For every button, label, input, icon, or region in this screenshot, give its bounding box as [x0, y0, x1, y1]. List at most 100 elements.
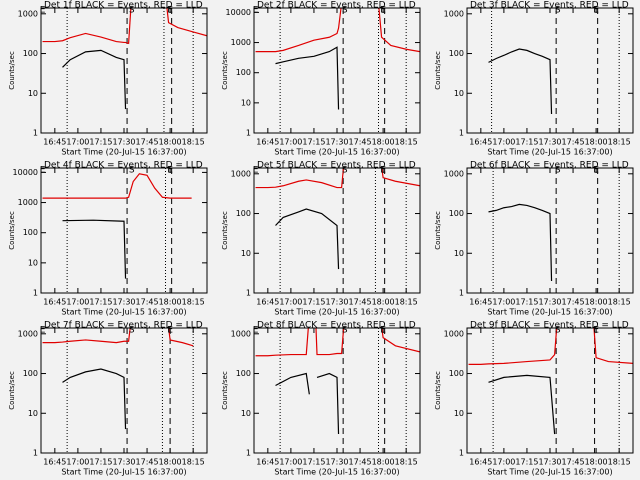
x-tick-label: 18:00	[372, 138, 395, 147]
y-tick-label: 10	[454, 409, 464, 418]
plot-frame	[253, 167, 421, 294]
y-tick-label: 10	[241, 98, 251, 107]
x-tick-label: 18:00	[585, 458, 608, 467]
x-tick-label: 18:15	[182, 298, 205, 307]
y-tick-label: 10000	[13, 168, 38, 177]
x-tick-label: 16:45	[43, 138, 66, 147]
event-marker: E	[380, 326, 386, 336]
panel: Det 8f BLACK = Events, RED = LLD Start Ti…	[221, 321, 421, 477]
x-axis-label: Start Time (20-Jul-15 16:37:00)	[274, 308, 399, 317]
event-marker: E	[40, 166, 46, 176]
y-axis-label: Counts/sec	[434, 371, 442, 410]
series-line	[42, 173, 192, 199]
plot-frame	[253, 327, 421, 454]
plot-area	[42, 8, 207, 133]
x-tick-label: 18:15	[395, 138, 418, 147]
event-marker: S	[342, 6, 348, 16]
event-marker: S	[129, 6, 135, 16]
y-axis-label: Counts/sec	[8, 51, 16, 90]
y-tick-label: 1	[33, 449, 38, 458]
event-marker: E	[593, 326, 599, 336]
plot-frame	[466, 7, 634, 134]
series-line	[255, 168, 420, 189]
plot-area	[42, 328, 194, 453]
y-tick-label: 10000	[226, 8, 251, 17]
event-marker: S	[555, 326, 561, 336]
event-marker: E	[40, 6, 46, 16]
x-tick-label: 17:00	[66, 138, 89, 147]
x-tick-label: 18:00	[585, 298, 608, 307]
y-tick-label: 10	[28, 409, 38, 418]
x-tick-label: 17:30	[325, 458, 348, 467]
x-tick-label: 16:45	[256, 138, 279, 147]
plot-area	[488, 8, 620, 133]
series-line	[488, 374, 556, 435]
series-line	[62, 368, 127, 430]
series-line	[62, 219, 127, 279]
x-tick-label: 17:15	[302, 458, 325, 467]
y-tick-label: 10	[241, 409, 251, 418]
x-tick-label: 17:45	[562, 298, 585, 307]
series-line	[255, 328, 420, 357]
y-axis-label: Counts/sec	[221, 371, 229, 410]
panel: Det 7f BLACK = Events, RED = LLD Start Ti…	[8, 321, 208, 477]
x-tick-label: 18:15	[395, 458, 418, 467]
x-tick-label: 17:45	[136, 138, 159, 147]
chart-title: Det 4f BLACK = Events, RED = LLD	[44, 161, 203, 171]
plot-area	[488, 168, 620, 293]
y-tick-label: 100	[23, 49, 38, 58]
y-tick-label: 10	[241, 249, 251, 258]
x-tick-label: 17:30	[325, 138, 348, 147]
event-marker: E	[380, 6, 386, 16]
series-line	[275, 46, 340, 110]
plot-area	[468, 328, 633, 453]
event-marker: E	[253, 166, 259, 176]
x-tick-label: 16:45	[43, 458, 66, 467]
x-tick-label: 18:00	[159, 458, 182, 467]
y-tick-label: 100	[23, 228, 38, 237]
x-tick-label: 18:00	[585, 138, 608, 147]
x-tick-label: 16:45	[43, 298, 66, 307]
x-tick-label: 17:15	[89, 138, 112, 147]
y-axis-label: Counts/sec	[434, 51, 442, 90]
x-tick-label: 18:15	[608, 298, 631, 307]
series-line	[275, 208, 340, 270]
x-tick-label: 16:45	[256, 298, 279, 307]
x-tick-label: 18:00	[372, 458, 395, 467]
y-tick-label: 1	[459, 129, 464, 138]
y-tick-label: 10	[28, 258, 38, 267]
event-marker: E	[380, 166, 386, 176]
y-tick-label: 1	[246, 129, 251, 138]
y-tick-label: 1	[33, 129, 38, 138]
y-tick-label: 1000	[231, 329, 251, 338]
y-tick-label: 1000	[18, 9, 38, 18]
y-tick-label: 1	[246, 289, 251, 298]
x-tick-label: 17:30	[112, 298, 135, 307]
x-tick-label: 18:15	[182, 458, 205, 467]
y-tick-label: 1000	[231, 38, 251, 47]
x-axis-label: Start Time (20-Jul-15 16:37:00)	[274, 468, 399, 477]
y-tick-label: 100	[236, 209, 251, 218]
event-marker: E	[253, 326, 259, 336]
x-tick-label: 16:45	[469, 298, 492, 307]
x-tick-label: 18:00	[159, 298, 182, 307]
y-tick-label: 10	[454, 89, 464, 98]
x-tick-label: 17:45	[136, 298, 159, 307]
y-axis-label: Counts/sec	[221, 211, 229, 250]
chart-title: Det 5f BLACK = Events, RED = LLD	[257, 161, 416, 171]
plot-frame	[253, 7, 421, 134]
y-tick-label: 1	[459, 449, 464, 458]
plot-frame	[40, 7, 208, 134]
x-tick-label: 17:45	[136, 458, 159, 467]
event-marker: E	[167, 166, 173, 176]
x-tick-label: 17:45	[349, 138, 372, 147]
panel: Det 9f BLACK = Events, RED = LLD Start Ti…	[434, 321, 634, 477]
event-marker: S	[555, 6, 561, 16]
event-marker: E	[253, 6, 259, 16]
x-tick-label: 17:00	[279, 138, 302, 147]
panel: Det 5f BLACK = Events, RED = LLD Start Ti…	[221, 161, 421, 317]
x-tick-label: 17:00	[492, 458, 515, 467]
x-axis-label: Start Time (20-Jul-15 16:37:00)	[61, 308, 186, 317]
y-tick-label: 1000	[231, 169, 251, 178]
x-tick-label: 17:15	[515, 138, 538, 147]
